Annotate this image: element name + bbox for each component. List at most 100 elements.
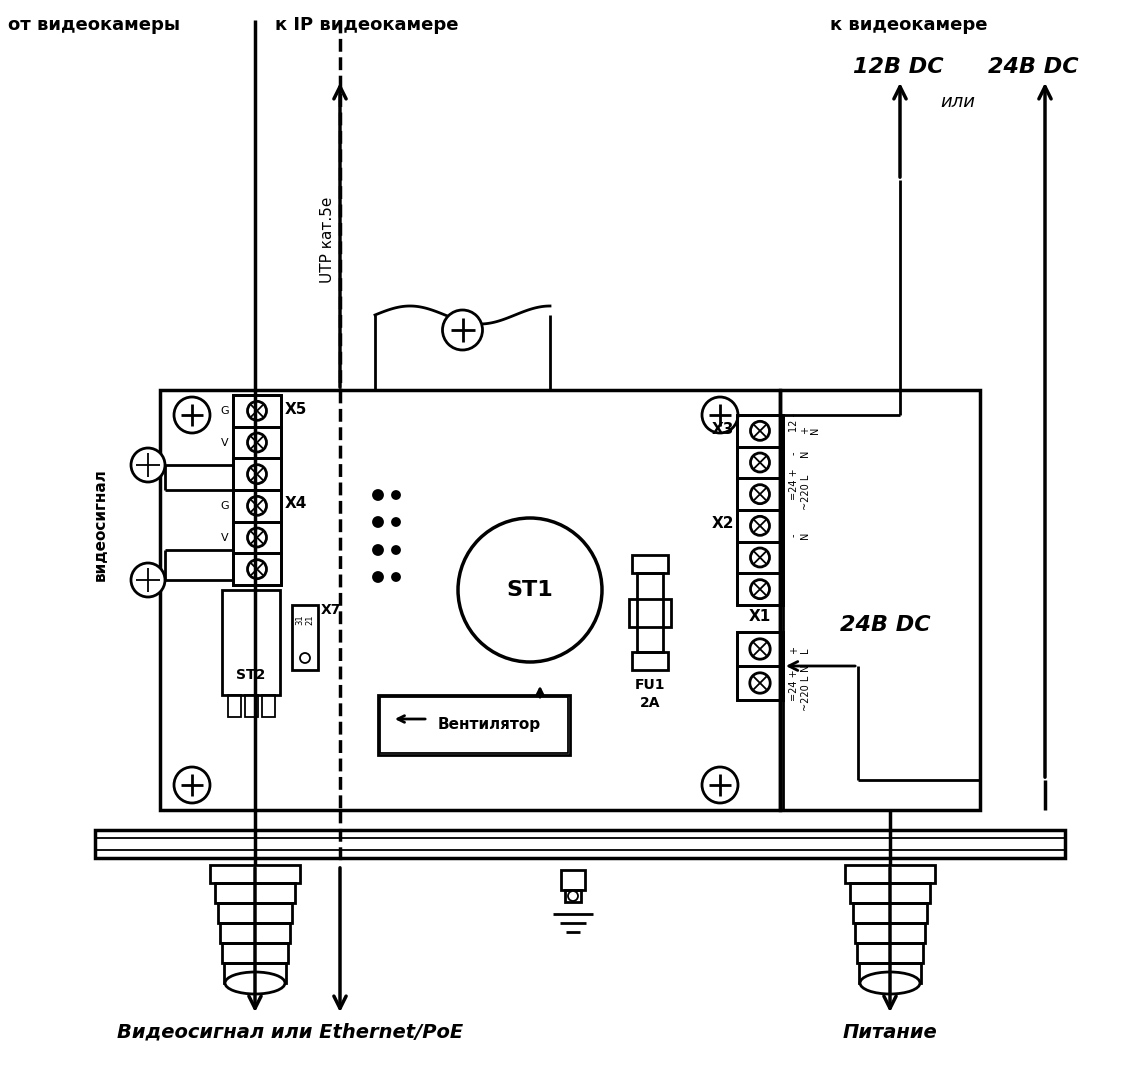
Bar: [857, 943, 923, 963]
Bar: [845, 865, 935, 883]
Circle shape: [392, 573, 400, 581]
Circle shape: [749, 673, 770, 693]
Circle shape: [374, 491, 382, 499]
Bar: [292, 605, 317, 670]
Text: X3: X3: [712, 421, 733, 436]
Bar: [223, 963, 286, 983]
Bar: [233, 458, 281, 490]
Circle shape: [392, 518, 400, 526]
Bar: [629, 598, 672, 626]
Bar: [780, 390, 980, 810]
Text: N: N: [800, 449, 810, 457]
Text: -: -: [788, 534, 799, 537]
Bar: [220, 923, 290, 943]
Text: Вентилятор: Вентилятор: [438, 717, 541, 732]
Circle shape: [248, 433, 267, 453]
Text: ST2: ST2: [236, 669, 266, 681]
Bar: [860, 963, 921, 983]
Bar: [95, 838, 1065, 850]
Circle shape: [751, 580, 769, 598]
Bar: [855, 923, 925, 943]
Ellipse shape: [860, 972, 920, 994]
Text: N: N: [810, 427, 821, 434]
Bar: [737, 415, 783, 447]
Text: X2: X2: [712, 516, 733, 531]
Circle shape: [248, 464, 267, 484]
Bar: [737, 632, 783, 666]
Text: к IP видеокамере: к IP видеокамере: [275, 16, 458, 33]
Text: от видеокамеры: от видеокамеры: [8, 16, 180, 33]
Bar: [233, 490, 281, 522]
Bar: [262, 696, 275, 717]
Text: FU1: FU1: [635, 678, 665, 692]
Bar: [233, 427, 281, 458]
Bar: [850, 883, 931, 903]
Text: к видеокамере: к видеокамере: [830, 16, 988, 33]
Text: ST1: ST1: [507, 580, 554, 600]
Bar: [95, 831, 1065, 858]
Bar: [222, 590, 280, 696]
Bar: [380, 697, 568, 753]
Bar: [378, 696, 570, 755]
Text: 24В DC: 24В DC: [988, 57, 1078, 77]
Text: =24 +: =24 +: [788, 670, 799, 701]
Circle shape: [749, 638, 770, 659]
Bar: [631, 555, 668, 573]
Text: X1: X1: [748, 609, 771, 624]
Circle shape: [131, 448, 165, 482]
Circle shape: [751, 453, 769, 472]
Ellipse shape: [225, 972, 285, 994]
Circle shape: [702, 397, 738, 433]
Bar: [233, 490, 281, 585]
Bar: [737, 415, 783, 510]
Bar: [233, 522, 281, 553]
Text: 31: 31: [296, 615, 305, 625]
Bar: [737, 447, 783, 478]
Text: 12 -: 12 -: [788, 413, 799, 432]
Bar: [245, 696, 258, 717]
Text: L: L: [800, 647, 810, 652]
Bar: [562, 870, 584, 890]
Text: видеосигнал: видеосигнал: [93, 469, 108, 581]
Circle shape: [392, 546, 400, 554]
Circle shape: [248, 497, 267, 515]
Bar: [228, 696, 241, 717]
Circle shape: [248, 559, 267, 579]
Bar: [737, 632, 783, 700]
Circle shape: [174, 767, 210, 804]
Circle shape: [174, 397, 210, 433]
Circle shape: [568, 891, 578, 901]
Text: -: -: [788, 451, 799, 455]
Circle shape: [374, 518, 382, 526]
Text: или: или: [940, 93, 975, 111]
Bar: [222, 943, 288, 963]
Circle shape: [442, 310, 482, 350]
Text: Питание: Питание: [842, 1023, 937, 1041]
Text: ~220 L: ~220 L: [801, 675, 811, 711]
Text: X4: X4: [285, 497, 307, 512]
Bar: [637, 573, 664, 652]
Text: 12В DC: 12В DC: [853, 57, 943, 77]
Bar: [233, 395, 281, 490]
Circle shape: [374, 546, 382, 554]
Circle shape: [374, 573, 382, 581]
Bar: [233, 395, 281, 427]
Text: 24В DC: 24В DC: [840, 615, 931, 635]
Circle shape: [372, 572, 383, 582]
Circle shape: [248, 528, 267, 546]
Circle shape: [372, 517, 383, 527]
Bar: [210, 865, 300, 883]
Text: X7: X7: [321, 603, 342, 617]
Text: G: G: [220, 501, 229, 511]
Text: V: V: [221, 438, 229, 448]
Text: Видеосигнал или Ethernet/PoE: Видеосигнал или Ethernet/PoE: [117, 1023, 463, 1041]
Text: X5: X5: [285, 402, 307, 417]
Text: N: N: [800, 663, 810, 671]
Text: N: N: [800, 531, 810, 539]
Bar: [215, 883, 295, 903]
Circle shape: [751, 548, 769, 567]
Circle shape: [392, 491, 400, 499]
Bar: [737, 666, 783, 700]
Circle shape: [751, 516, 769, 536]
Circle shape: [702, 767, 738, 804]
